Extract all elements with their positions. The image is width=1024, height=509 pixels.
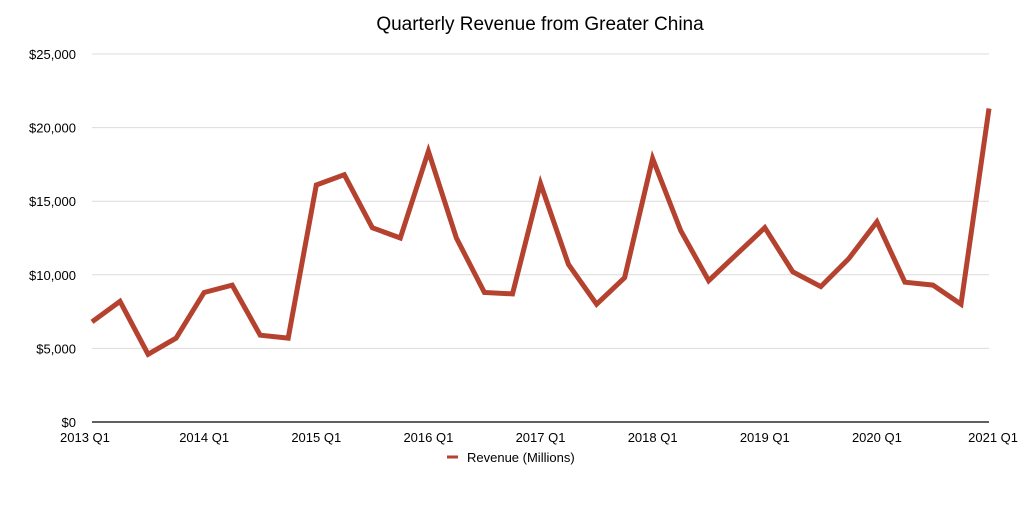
y-tick-label: $15,000 bbox=[29, 194, 76, 209]
x-tick-label: 2015 Q1 bbox=[291, 430, 341, 445]
x-tick-label: 2020 Q1 bbox=[852, 430, 902, 445]
gridlines bbox=[92, 53, 989, 423]
x-tick-label: 2021 Q1 bbox=[968, 430, 1018, 445]
series-line-revenue bbox=[90, 108, 992, 358]
y-axis-ticks: $0 $5,000 $10,000 $15,000 $20,000 $25,000 bbox=[29, 47, 76, 430]
chart-title: Quarterly Revenue from Greater China bbox=[376, 14, 704, 35]
legend: Revenue (Millions) bbox=[447, 450, 575, 465]
x-tick-label: 2014 Q1 bbox=[179, 430, 229, 445]
x-tick-label: 2019 Q1 bbox=[740, 430, 790, 445]
x-axis-ticks: 2013 Q1 2014 Q1 2015 Q1 2016 Q1 2017 Q1 2018 … bbox=[60, 430, 1018, 445]
x-tick-label: 2013 Q1 bbox=[60, 430, 110, 445]
x-tick-label: 2018 Q1 bbox=[628, 430, 678, 445]
y-tick-label: $10,000 bbox=[29, 268, 76, 283]
y-tick-label: $25,000 bbox=[29, 47, 76, 62]
y-tick-label: $5,000 bbox=[36, 341, 76, 356]
x-tick-label: 2016 Q1 bbox=[403, 430, 453, 445]
x-tick-label: 2017 Q1 bbox=[516, 430, 566, 445]
y-tick-label: $0 bbox=[62, 415, 76, 430]
y-tick-label: $20,000 bbox=[29, 121, 76, 136]
series-layer bbox=[90, 108, 992, 358]
legend-label: Revenue (Millions) bbox=[467, 450, 575, 465]
